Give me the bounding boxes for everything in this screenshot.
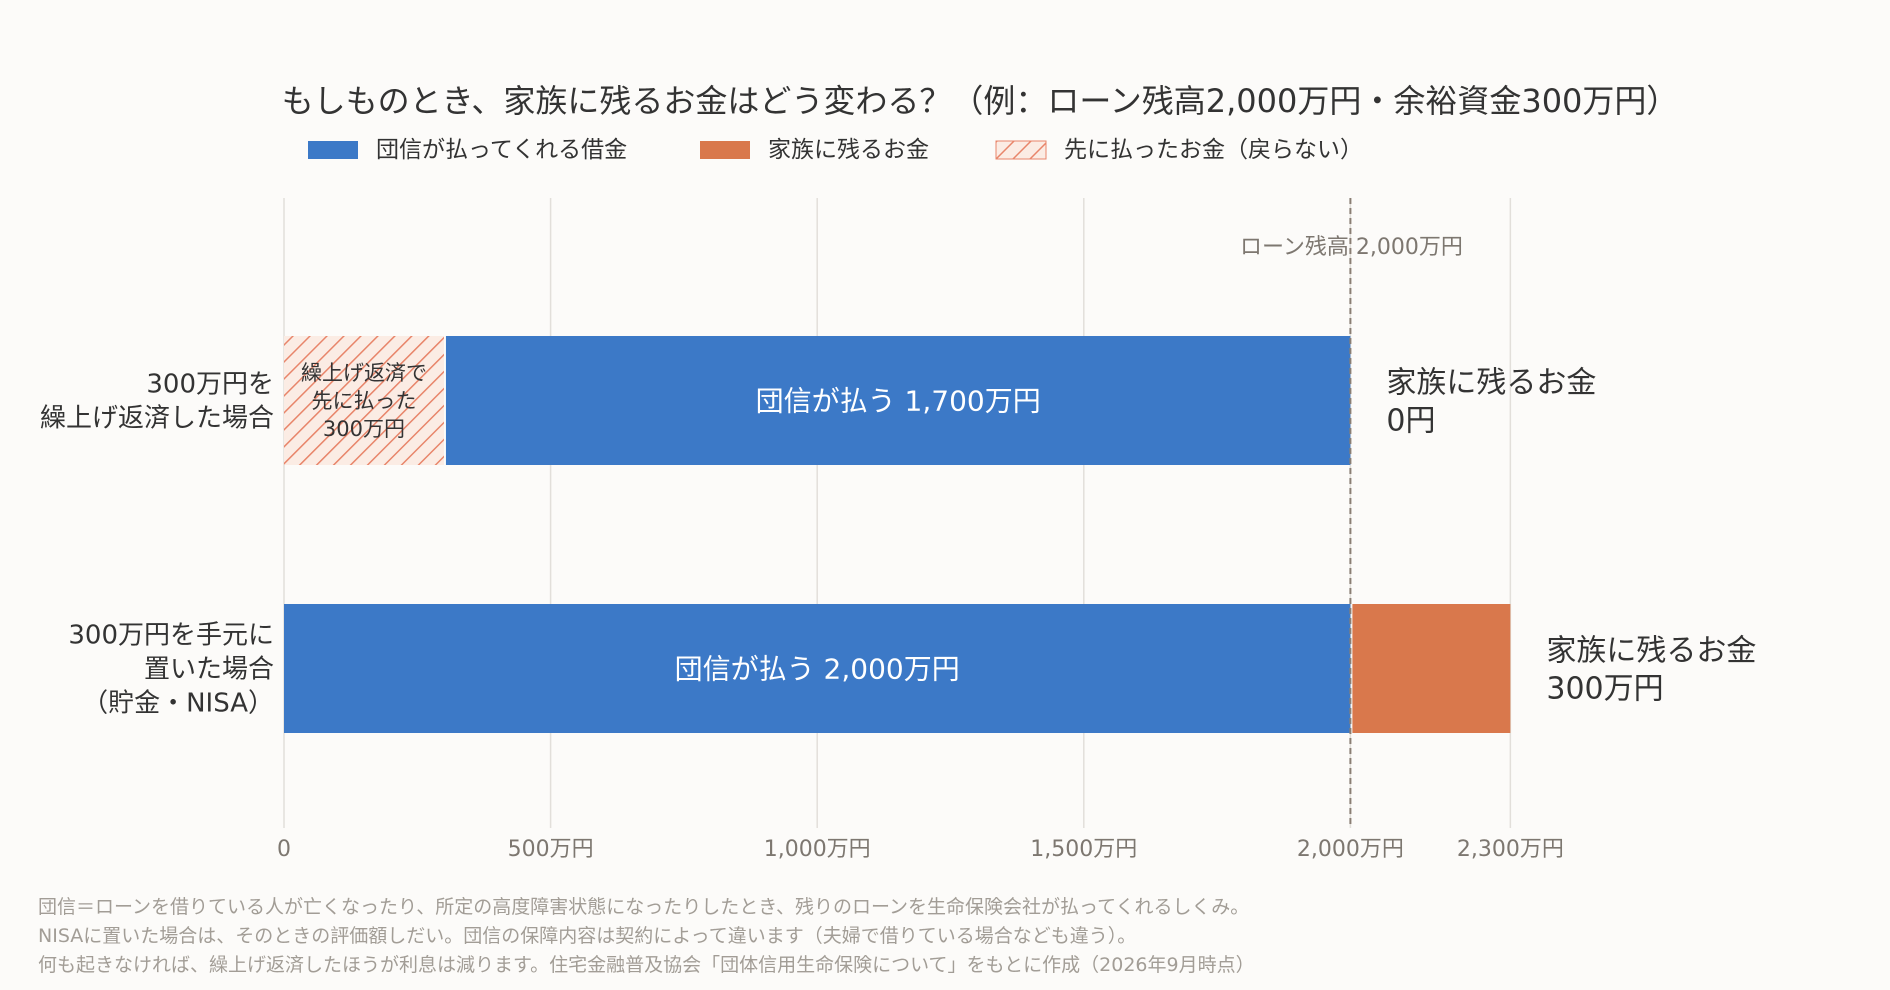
- bar-label-row1-seg2-line1: 団信が払う 1,700万円: [756, 385, 1041, 418]
- chart-title: もしものとき、家族に残るお金はどう変わる？（例：ローン残高2,000万円・余裕資…: [282, 82, 1679, 120]
- bar-row2-segment2: [1352, 604, 1511, 733]
- bar-label-row2-seg1-line1: 団信が払う 2,000万円: [675, 653, 960, 686]
- legend-label-1: 団信が払ってくれる借金: [376, 137, 627, 163]
- footnote-1: 団信＝ローンを借りている人が亡くなったり、所定の高度障害状態になったりしたとき、…: [38, 896, 1250, 918]
- bar-label-row1-seg1-line3: 300万円: [323, 417, 405, 441]
- bar-label-row1-seg1-line2: 先に払った: [311, 389, 416, 413]
- x-tick-label-4: 2,000万円: [1297, 837, 1404, 862]
- legend-swatch-3: [995, 140, 1047, 160]
- bar-row2-segment1: [284, 604, 1351, 733]
- category-label-1-line1: 300万円を: [146, 370, 274, 400]
- category-label-1-line2: 繰上げ返済した場合: [40, 404, 274, 434]
- reference-line-label: ローン残高 2,000万円: [1240, 235, 1463, 260]
- bar-row1-segment1: [284, 336, 444, 465]
- footnote-3: 何も起きなければ、繰上げ返済したほうが利息は減ります。住宅金融普及協会「団体信用…: [38, 954, 1255, 976]
- outside-label-row2-line1: 家族に残るお金: [1546, 634, 1756, 669]
- footnotes: 団信＝ローンを借りている人が亡くなったり、所定の高度障害状態になったりしたとき、…: [38, 893, 1255, 980]
- footnote-2: NISAに置いた場合は、そのときの評価額しだい。団信の保障内容は契約によって違い…: [38, 925, 1137, 947]
- bar-label-row1-seg1-line1: 繰上げ返済で: [301, 361, 427, 385]
- category-label-2-line2: 置いた場合: [144, 655, 274, 685]
- category-label-2-line3: （貯金・NISA）: [82, 689, 274, 719]
- legend-swatch-2: [700, 141, 750, 159]
- bar-row1-segment2: [445, 336, 1351, 465]
- x-tick-label-2: 1,000万円: [764, 837, 871, 862]
- outside-label-row1-line2: 0円: [1386, 404, 1435, 439]
- x-tick-label-0: 0: [277, 837, 291, 862]
- x-tick-label-1: 500万円: [508, 837, 594, 862]
- x-tick-label-3: 1,500万円: [1030, 837, 1137, 862]
- category-label-2-line1: 300万円を手元に: [68, 621, 274, 651]
- x-tick-label-5: 2,300万円: [1457, 837, 1564, 862]
- legend-label-2: 家族に残るお金: [768, 137, 929, 163]
- outside-label-row1-line1: 家族に残るお金: [1386, 366, 1596, 401]
- outside-label-row2-line2: 300万円: [1546, 672, 1663, 707]
- legend-label-3: 先に払ったお金（戻らない）: [1064, 137, 1363, 163]
- legend-swatch-1: [308, 141, 358, 159]
